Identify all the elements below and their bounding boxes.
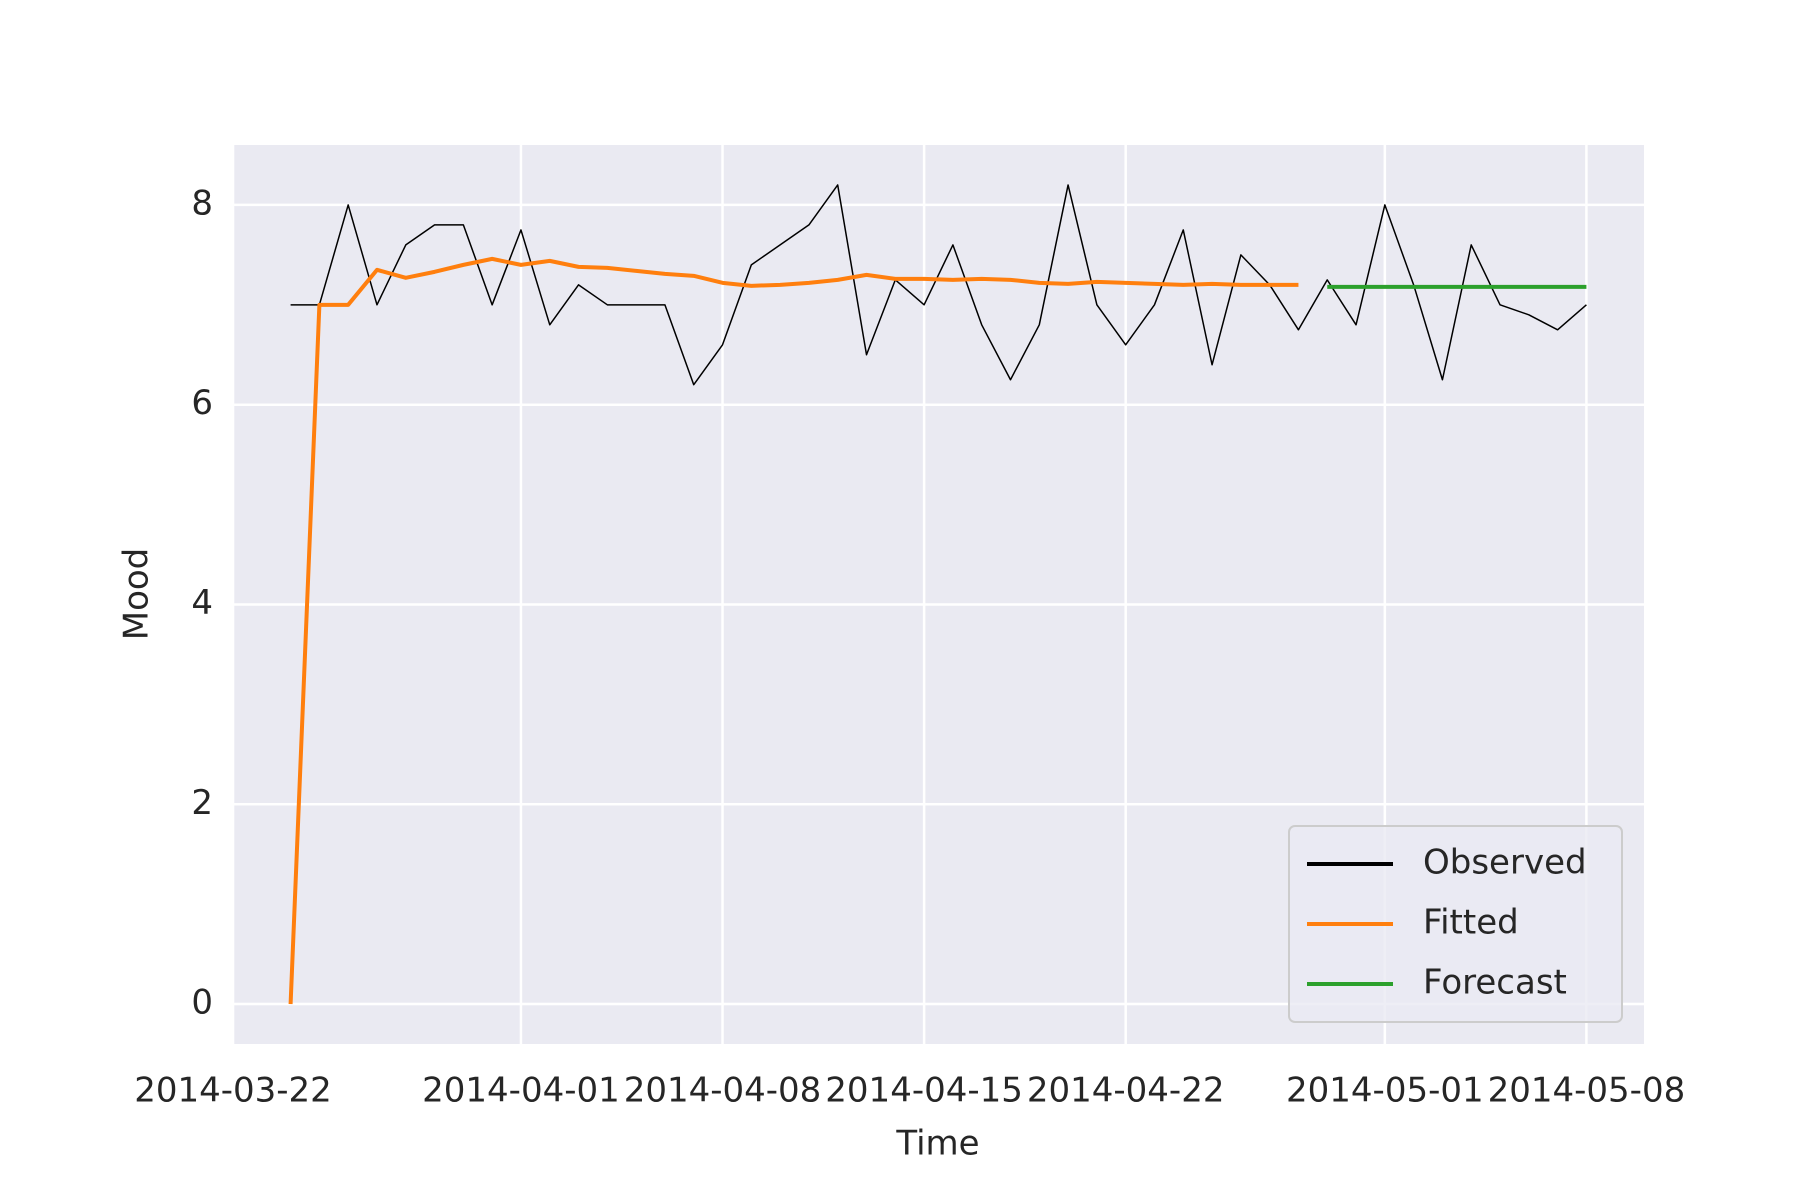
legend-label: Forecast — [1423, 963, 1567, 1003]
x-tick-label: 2014-04-08 — [624, 1071, 822, 1111]
series-line — [288, 256, 1299, 1005]
x-axis-label: Time — [895, 1124, 979, 1164]
x-tick-label: 2014-04-01 — [422, 1071, 620, 1111]
x-tick-label: 2014-05-08 — [1488, 1071, 1686, 1111]
legend-label: Fitted — [1423, 903, 1519, 943]
x-tick-label: 2014-05-01 — [1286, 1071, 1484, 1111]
x-tick-label: 2014-04-22 — [1027, 1071, 1225, 1111]
legend-label: Observed — [1423, 843, 1587, 883]
y-tick-label: 4 — [191, 583, 213, 623]
series-line — [290, 184, 1587, 386]
y-axis-label: Mood — [117, 548, 157, 641]
y-tick-label: 8 — [191, 183, 213, 223]
y-tick-label: 2 — [191, 783, 213, 823]
legend-box — [1288, 825, 1623, 1023]
x-tick-label: 2014-03-22 — [134, 1071, 332, 1111]
x-tick-label: 2014-04-15 — [825, 1071, 1023, 1111]
y-tick-label: 6 — [191, 383, 213, 423]
y-tick-label: 0 — [191, 983, 213, 1023]
